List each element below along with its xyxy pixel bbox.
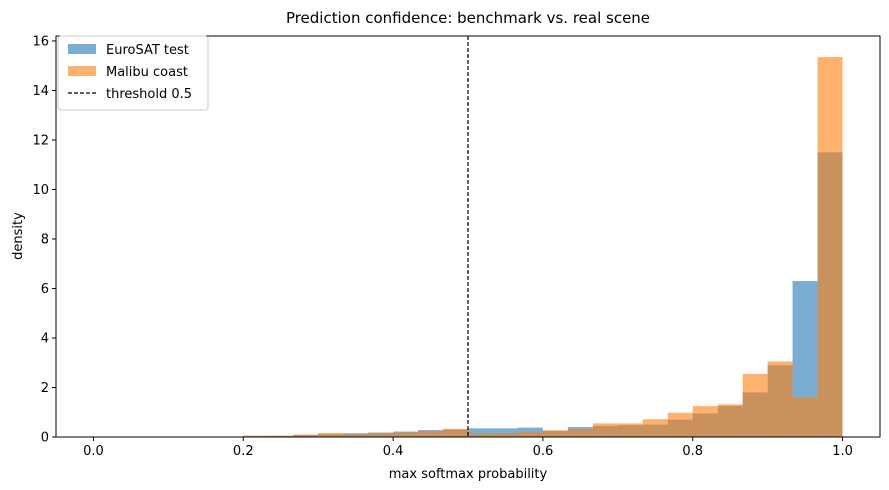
chart-title: Prediction confidence: benchmark vs. rea… xyxy=(286,9,650,27)
bar-malibu-coast-15 xyxy=(617,423,643,437)
bar-malibu-coast-5 xyxy=(368,433,394,437)
bar-malibu-coast-18 xyxy=(692,406,718,437)
bar-malibu-coast-6 xyxy=(393,432,419,437)
y-tick-label: 2 xyxy=(41,381,49,396)
y-tick-label: 6 xyxy=(41,282,49,297)
bar-malibu-coast-23 xyxy=(817,57,843,437)
x-tick-label: 0.6 xyxy=(533,444,554,459)
bar-malibu-coast-4 xyxy=(343,434,369,437)
x-tick-label: 0.0 xyxy=(83,444,104,459)
bar-eurosat-test-9 xyxy=(468,428,493,437)
bar-malibu-coast-14 xyxy=(592,423,618,437)
legend: EuroSAT test Malibu coast threshold 0.5 xyxy=(57,35,209,111)
y-tick-label: 12 xyxy=(32,133,49,148)
x-axis-ticks: 0.0 0.2 0.4 0.6 0.8 1.0 xyxy=(83,437,853,459)
legend-label-malibu: Malibu coast xyxy=(106,65,188,80)
y-tick-label: 0 xyxy=(41,431,49,446)
bar-malibu-coast-19 xyxy=(717,404,743,437)
bar-malibu-coast-13 xyxy=(567,429,593,437)
x-axis-label: max softmax probability xyxy=(389,467,548,482)
bar-eurosat-test-10 xyxy=(492,428,518,437)
bar-malibu-coast-0 xyxy=(243,435,269,437)
legend-label-eurosat: EuroSAT test xyxy=(106,43,189,58)
bar-malibu-coast-7 xyxy=(418,431,444,437)
bar-malibu-coast-12 xyxy=(542,430,568,437)
y-tick-label: 10 xyxy=(32,183,49,198)
legend-box xyxy=(57,35,209,111)
bar-malibu-coast-17 xyxy=(667,412,693,437)
bar-malibu-coast-22 xyxy=(792,397,818,437)
bar-malibu-coast-16 xyxy=(642,419,668,437)
y-tick-label: 14 xyxy=(32,84,49,99)
bar-malibu-coast-1 xyxy=(268,435,294,437)
bars xyxy=(243,57,843,437)
legend-swatch-eurosat xyxy=(68,44,96,54)
bar-malibu-coast-2 xyxy=(293,434,319,437)
y-tick-label: 4 xyxy=(41,331,49,346)
x-tick-label: 0.2 xyxy=(233,444,254,459)
bar-malibu-coast-20 xyxy=(742,373,768,437)
y-tick-label: 8 xyxy=(41,232,49,247)
bar-malibu-coast-10 xyxy=(492,433,518,437)
legend-swatch-malibu xyxy=(68,66,96,76)
bar-malibu-coast-8 xyxy=(443,428,468,437)
y-tick-label: 16 xyxy=(32,34,49,49)
legend-label-threshold: threshold 0.5 xyxy=(106,87,192,102)
y-axis-label: density xyxy=(11,212,26,260)
x-tick-label: 0.8 xyxy=(682,444,703,459)
x-tick-label: 0.4 xyxy=(383,444,404,459)
bar-malibu-coast-3 xyxy=(318,433,344,437)
bar-malibu-coast-21 xyxy=(767,361,793,437)
axes-frame xyxy=(55,35,881,438)
bar-malibu-coast-9 xyxy=(468,433,493,437)
x-tick-label: 1.0 xyxy=(832,444,853,459)
bar-malibu-coast-11 xyxy=(517,432,543,437)
y-axis-ticks: 0 2 4 6 8 10 12 14 16 xyxy=(32,34,56,446)
